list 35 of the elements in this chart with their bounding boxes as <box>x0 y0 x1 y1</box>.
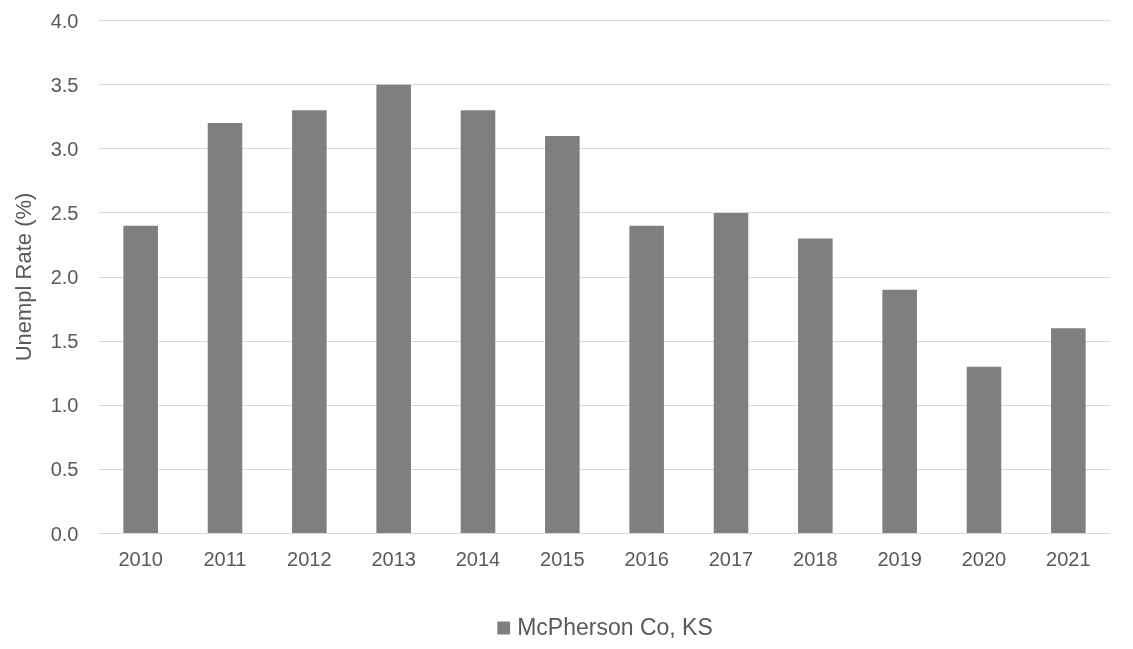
y-tick-label: 2.5 <box>50 201 79 224</box>
y-tick-label: 4.0 <box>50 9 79 32</box>
x-tick-label: 2016 <box>624 547 669 570</box>
bar <box>798 238 833 534</box>
x-tick-label: 2021 <box>1046 547 1091 570</box>
x-tick-label: 2010 <box>118 547 163 570</box>
x-tick-label: 2019 <box>877 547 922 570</box>
bar <box>545 135 580 534</box>
bar <box>713 212 749 534</box>
y-tick-label: 3.0 <box>50 137 79 160</box>
x-tick-label: 2015 <box>540 547 585 570</box>
bar <box>207 123 243 534</box>
bar <box>629 225 664 534</box>
x-tick-label: 2013 <box>371 547 416 570</box>
bar <box>1051 328 1086 534</box>
bar <box>123 225 158 534</box>
legend-label: McPherson Co, KS <box>517 613 713 641</box>
bar <box>292 110 327 534</box>
y-axis-title: Unempl Rate (%) <box>10 192 36 362</box>
x-tick-label: 2014 <box>455 547 501 570</box>
x-tick-label: 2018 <box>793 547 838 570</box>
y-tick-label: 0.0 <box>50 522 79 545</box>
x-tick-label: 2012 <box>287 547 332 570</box>
y-tick-label: 0.5 <box>50 458 79 481</box>
y-tick-label: 1.5 <box>50 330 79 353</box>
y-tick-label: 3.5 <box>50 73 79 96</box>
y-tick-label: 1.0 <box>50 394 79 417</box>
x-tick-label: 2020 <box>961 547 1007 570</box>
x-tick-label: 2017 <box>708 547 754 570</box>
bar <box>376 84 411 534</box>
bar <box>882 289 917 534</box>
bar <box>460 110 496 534</box>
bar <box>966 366 1002 534</box>
y-tick-label: 2.0 <box>50 266 79 288</box>
x-tick-label: 2011 <box>203 547 247 570</box>
